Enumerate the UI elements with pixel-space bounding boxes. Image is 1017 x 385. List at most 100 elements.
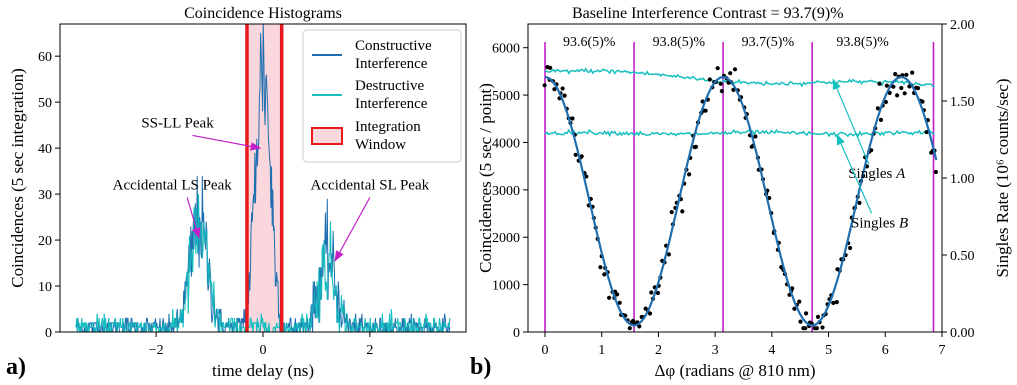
right-y-tick-label: 0.00: [950, 326, 975, 341]
coincidence-point: [893, 72, 898, 77]
contrast-label: 93.8(5)%: [653, 35, 706, 50]
x-tick-label: 6: [882, 343, 889, 358]
coincidence-point: [693, 144, 699, 149]
x-tick-label: 0: [542, 343, 549, 358]
panel-a: Coincidence Histograms −2 0 2 0 10 20 30 40 50 6…: [6, 5, 467, 380]
coincidence-point: [798, 319, 803, 324]
panel-a-x-ticks: −2 0 2: [149, 332, 373, 358]
contrast-label: 93.8(5)%: [836, 35, 889, 50]
y-tick-label: 30: [38, 188, 52, 203]
panel-a-legend: Constructive Interference Destructive In…: [302, 29, 462, 163]
panel-b-right-y-ticks: 0.00 0.50 1.00 1.50 2.00: [942, 18, 975, 341]
panel-a-annotations: SS-LL Peak Accidental LS Peak Accidental S…: [113, 115, 430, 262]
coincidence-point: [884, 83, 890, 88]
coincidence-point: [848, 245, 853, 251]
coincidence-point: [792, 306, 797, 311]
coincidence-point: [552, 87, 557, 92]
peak-annotation-label: SS-LL Peak: [141, 115, 214, 131]
panel-a-plot-area: [75, 24, 451, 332]
coincidence-point: [615, 292, 620, 297]
legend-constructive-label-line1: Constructive: [355, 38, 432, 54]
coincidence-point: [920, 99, 925, 104]
coincidence-point: [602, 272, 607, 277]
coincidence-point: [753, 134, 758, 139]
constructive-series-line: [75, 24, 451, 332]
destructive-series-overlay: [75, 194, 451, 332]
legend-integration-window-label-line2: Window: [355, 137, 406, 153]
coincidence-point: [820, 325, 825, 330]
panel-a-y-ticks: 0 10 20 30 40 50 60: [38, 50, 60, 341]
panel-a-x-label: time delay (ns): [212, 361, 314, 380]
coincidence-point: [719, 89, 725, 94]
panel-b-right-y-label: Singles Rate (10⁶ counts/sec): [993, 78, 1012, 277]
coincidence-point: [878, 117, 884, 122]
singles-annotation-label: Singles B: [851, 215, 908, 231]
x-tick-label: 7: [939, 343, 946, 358]
x-tick-label: 5: [825, 343, 832, 358]
coincidence-point: [732, 67, 738, 72]
y-tick-label: 20: [38, 234, 52, 249]
legend-constructive-label-line2: Interference: [355, 56, 428, 72]
contrast-label: 93.6(5)%: [563, 35, 616, 50]
right-y-tick-label: 0.50: [950, 249, 975, 264]
x-tick-label: 2: [366, 343, 373, 358]
coincidence-point: [924, 130, 929, 135]
panel-b-title: Baseline Interference Contrast = 93.7(9)…: [572, 5, 844, 22]
coincidence-point: [857, 200, 862, 205]
coincidence-point: [707, 77, 712, 82]
panel-a-label: a): [6, 354, 26, 380]
coincidence-point: [562, 93, 567, 98]
x-tick-label: 4: [768, 343, 775, 358]
contrast-label: 93.7(5)%: [742, 35, 795, 50]
coincidence-point: [803, 326, 808, 331]
coincidence-points: [542, 65, 939, 331]
y-tick-label: 1000: [492, 279, 520, 294]
coincidence-point: [875, 106, 881, 111]
peak-annotation-label: Accidental SL Peak: [311, 177, 430, 193]
panel-b-plot-area: [542, 42, 939, 332]
right-y-tick-label: 2.00: [950, 18, 975, 33]
coincidence-point: [910, 70, 915, 75]
coincidence-point: [548, 65, 553, 70]
panel-a-title: Coincidence Histograms: [184, 5, 342, 22]
coincidence-point: [666, 252, 672, 257]
legend-destructive-label-line2: Interference: [355, 96, 428, 112]
contrast-labels: 93.6(5)% 93.8(5)% 93.7(5)% 93.8(5)%: [563, 35, 889, 50]
coincidence-point: [703, 108, 708, 113]
y-tick-label: 6000: [492, 42, 520, 57]
singles-annotation-arrow: [836, 133, 873, 214]
coincidence-point: [933, 169, 939, 175]
right-y-tick-label: 1.50: [950, 95, 975, 110]
coincidence-point: [570, 116, 575, 121]
x-tick-label: −2: [149, 343, 164, 358]
coincidence-point: [637, 324, 642, 329]
y-tick-label: 5000: [492, 89, 520, 104]
panel-b-y-ticks: 0 1000 2000 3000 4000 5000 6000: [492, 42, 528, 341]
singles-annotation-label: Singles A: [848, 166, 906, 182]
y-tick-label: 0: [45, 326, 52, 341]
singles-b-line: [544, 128, 935, 138]
legend-destructive-label-line1: Destructive: [355, 78, 424, 94]
legend-integration-window-label-line1: Integration: [355, 119, 421, 135]
coincidence-point: [718, 81, 723, 86]
y-tick-label: 40: [38, 142, 52, 157]
coincidence-point: [883, 99, 889, 105]
y-tick-label: 50: [38, 96, 52, 111]
coincidence-point: [915, 86, 921, 91]
coincidence-point: [627, 326, 632, 331]
coincidence-point: [902, 91, 907, 96]
coincidence-point: [804, 311, 809, 316]
coincidence-point: [834, 300, 839, 305]
panel-b-annotations: Singles A Singles B: [832, 78, 908, 231]
coincidence-point: [877, 81, 882, 86]
y-tick-label: 0: [513, 326, 520, 341]
coincidence-fit-curve: [544, 75, 938, 327]
coincidence-point: [579, 154, 584, 159]
coincidence-point: [797, 299, 802, 304]
peak-annotation-arrow: [334, 197, 371, 262]
peak-annotation-label: Accidental LS Peak: [113, 177, 233, 193]
panel-b-x-label: Δφ (radians @ 810 nm): [654, 361, 815, 380]
coincidence-point: [647, 311, 653, 316]
phase-markers: [544, 42, 935, 332]
coincidence-point: [655, 290, 661, 296]
